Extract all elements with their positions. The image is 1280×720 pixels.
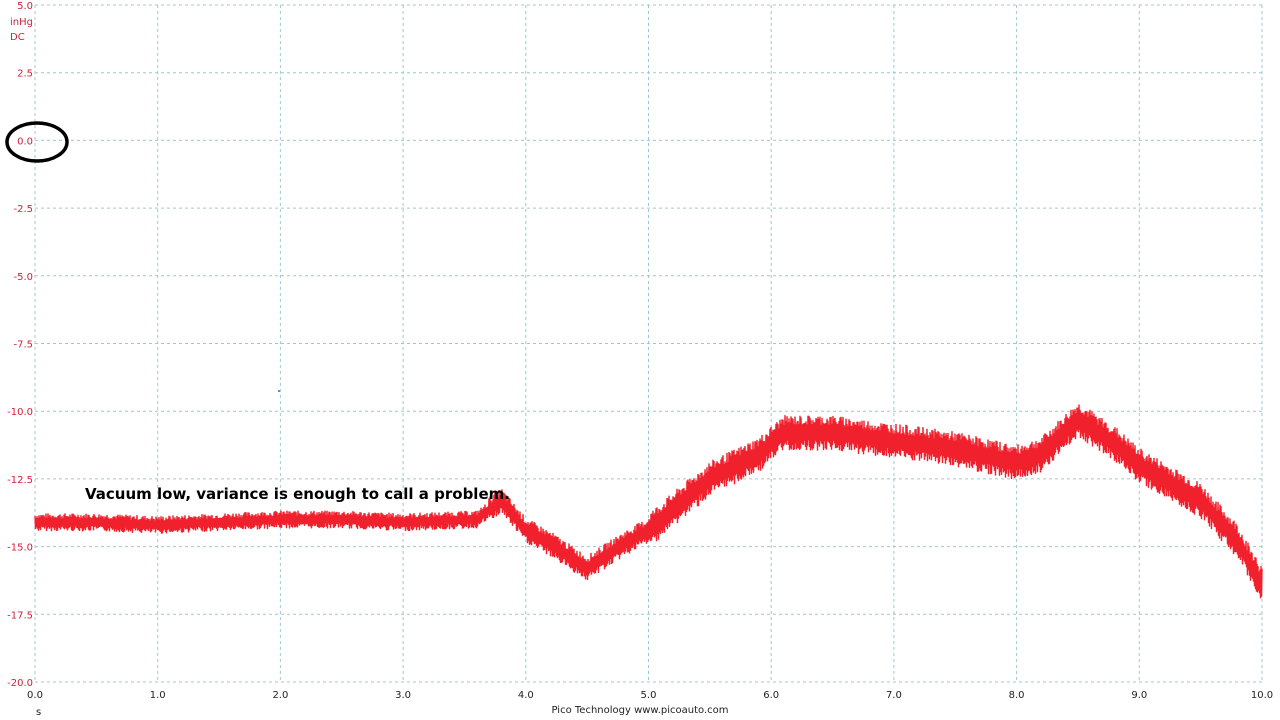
footer-credit: Pico Technology www.picoauto.com [551, 705, 729, 716]
series-line [34, 404, 1263, 599]
y-unit-label: inHg [10, 17, 33, 28]
series [34, 404, 1263, 599]
y-tick-label: -17.5 [7, 610, 33, 621]
y-tick-label: 5.0 [17, 1, 33, 12]
x-tick-label: 2.0 [272, 690, 288, 701]
x-tick-label: 8.0 [1009, 690, 1025, 701]
annotation-text: Vacuum low, variance is enough to call a… [85, 485, 510, 503]
x-tick-label: 9.0 [1131, 690, 1147, 701]
y-coupling-label: DC [10, 32, 25, 43]
y-tick-label: -15.0 [7, 543, 33, 554]
x-unit-label: s [36, 707, 42, 718]
x-tick-label: 3.0 [395, 690, 411, 701]
y-tick-label: -7.5 [13, 340, 33, 351]
y-tick-label: 0.0 [17, 136, 33, 147]
stray-dot [278, 390, 280, 392]
x-tick-label: 0.0 [27, 690, 43, 701]
y-tick-label: -20.0 [7, 678, 33, 689]
y-tick-label: -10.0 [7, 407, 33, 418]
x-tick-label: 6.0 [763, 690, 779, 701]
x-tick-label: 10.0 [1251, 690, 1273, 701]
y-tick-label: -5.0 [13, 272, 33, 283]
x-tick-label: 7.0 [886, 690, 902, 701]
x-tick-label: 1.0 [150, 690, 166, 701]
y-tick-label: 2.5 [17, 69, 33, 80]
x-tick-label: 4.0 [518, 690, 534, 701]
highlight-circle [5, 121, 69, 163]
y-tick-label: -12.5 [7, 475, 33, 486]
grid [34, 4, 1263, 683]
tick-labels: 0.0 1.0 2.0 3.0 4.0 5.0 6.0 7.0 8.0 9.0 10.0 5.0 2.5… [7, 1, 1273, 701]
x-tick-label: 5.0 [641, 690, 657, 701]
y-tick-label: -2.5 [13, 204, 33, 215]
